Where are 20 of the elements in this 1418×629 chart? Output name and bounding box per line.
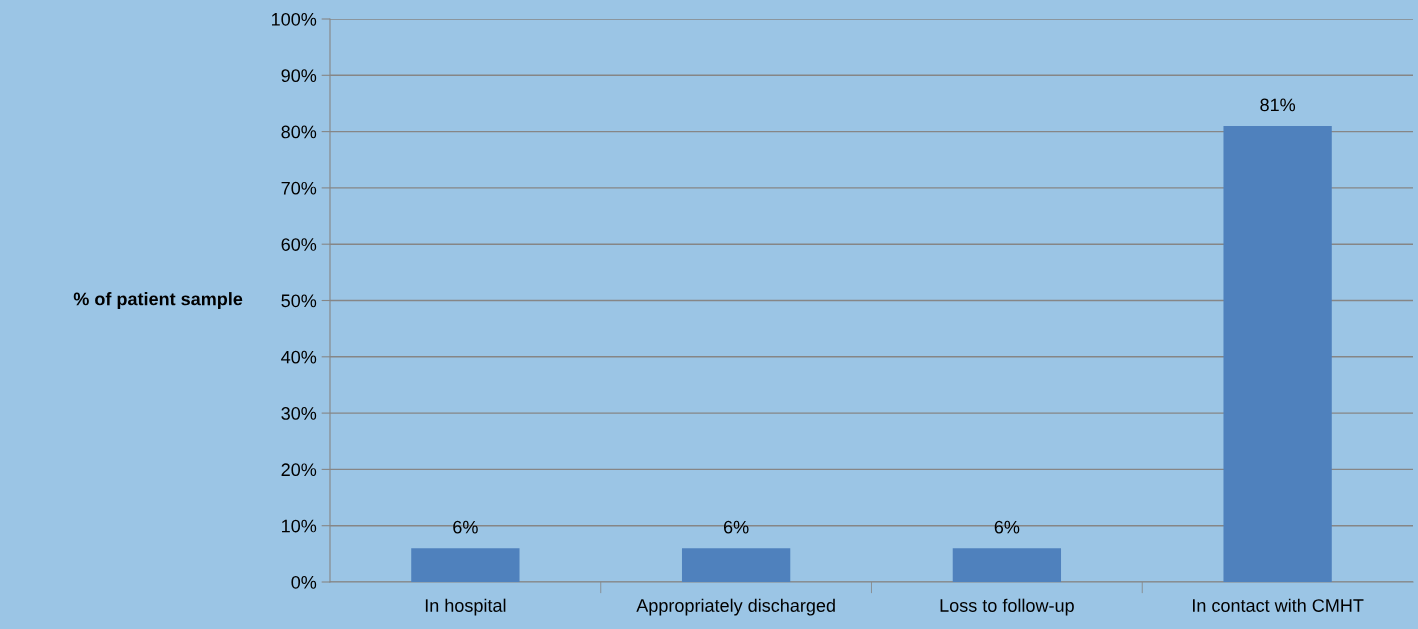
x-tick-label: Loss to follow-up <box>940 598 1074 616</box>
y-tick-label: 10% <box>282 519 317 533</box>
y-tick-label: 0% <box>291 575 317 589</box>
y-tick-label: 80% <box>281 125 317 139</box>
x-tick-label: Appropriately discharged <box>636 598 835 616</box>
y-tick-label: 100% <box>272 12 317 26</box>
data-label: 6% <box>994 520 1020 534</box>
y-tick-label: 90% <box>281 69 317 83</box>
x-tick-label: In hospital <box>425 598 506 616</box>
y-tick-label: 20% <box>281 463 317 477</box>
x-tick-label: In contact with CMHT <box>1193 598 1364 612</box>
y-axis-title: % of patient sample <box>73 292 243 309</box>
data-label: 81% <box>1260 98 1296 112</box>
y-tick-label: 60% <box>281 238 317 251</box>
y-tick-label: 70% <box>281 181 317 195</box>
y-tick-label: 30% <box>281 407 317 420</box>
data-label: 6% <box>723 520 749 534</box>
data-label: 6% <box>453 520 478 534</box>
y-tick-label: 40% <box>281 350 317 364</box>
y-tick-label: 50% <box>281 294 317 308</box>
